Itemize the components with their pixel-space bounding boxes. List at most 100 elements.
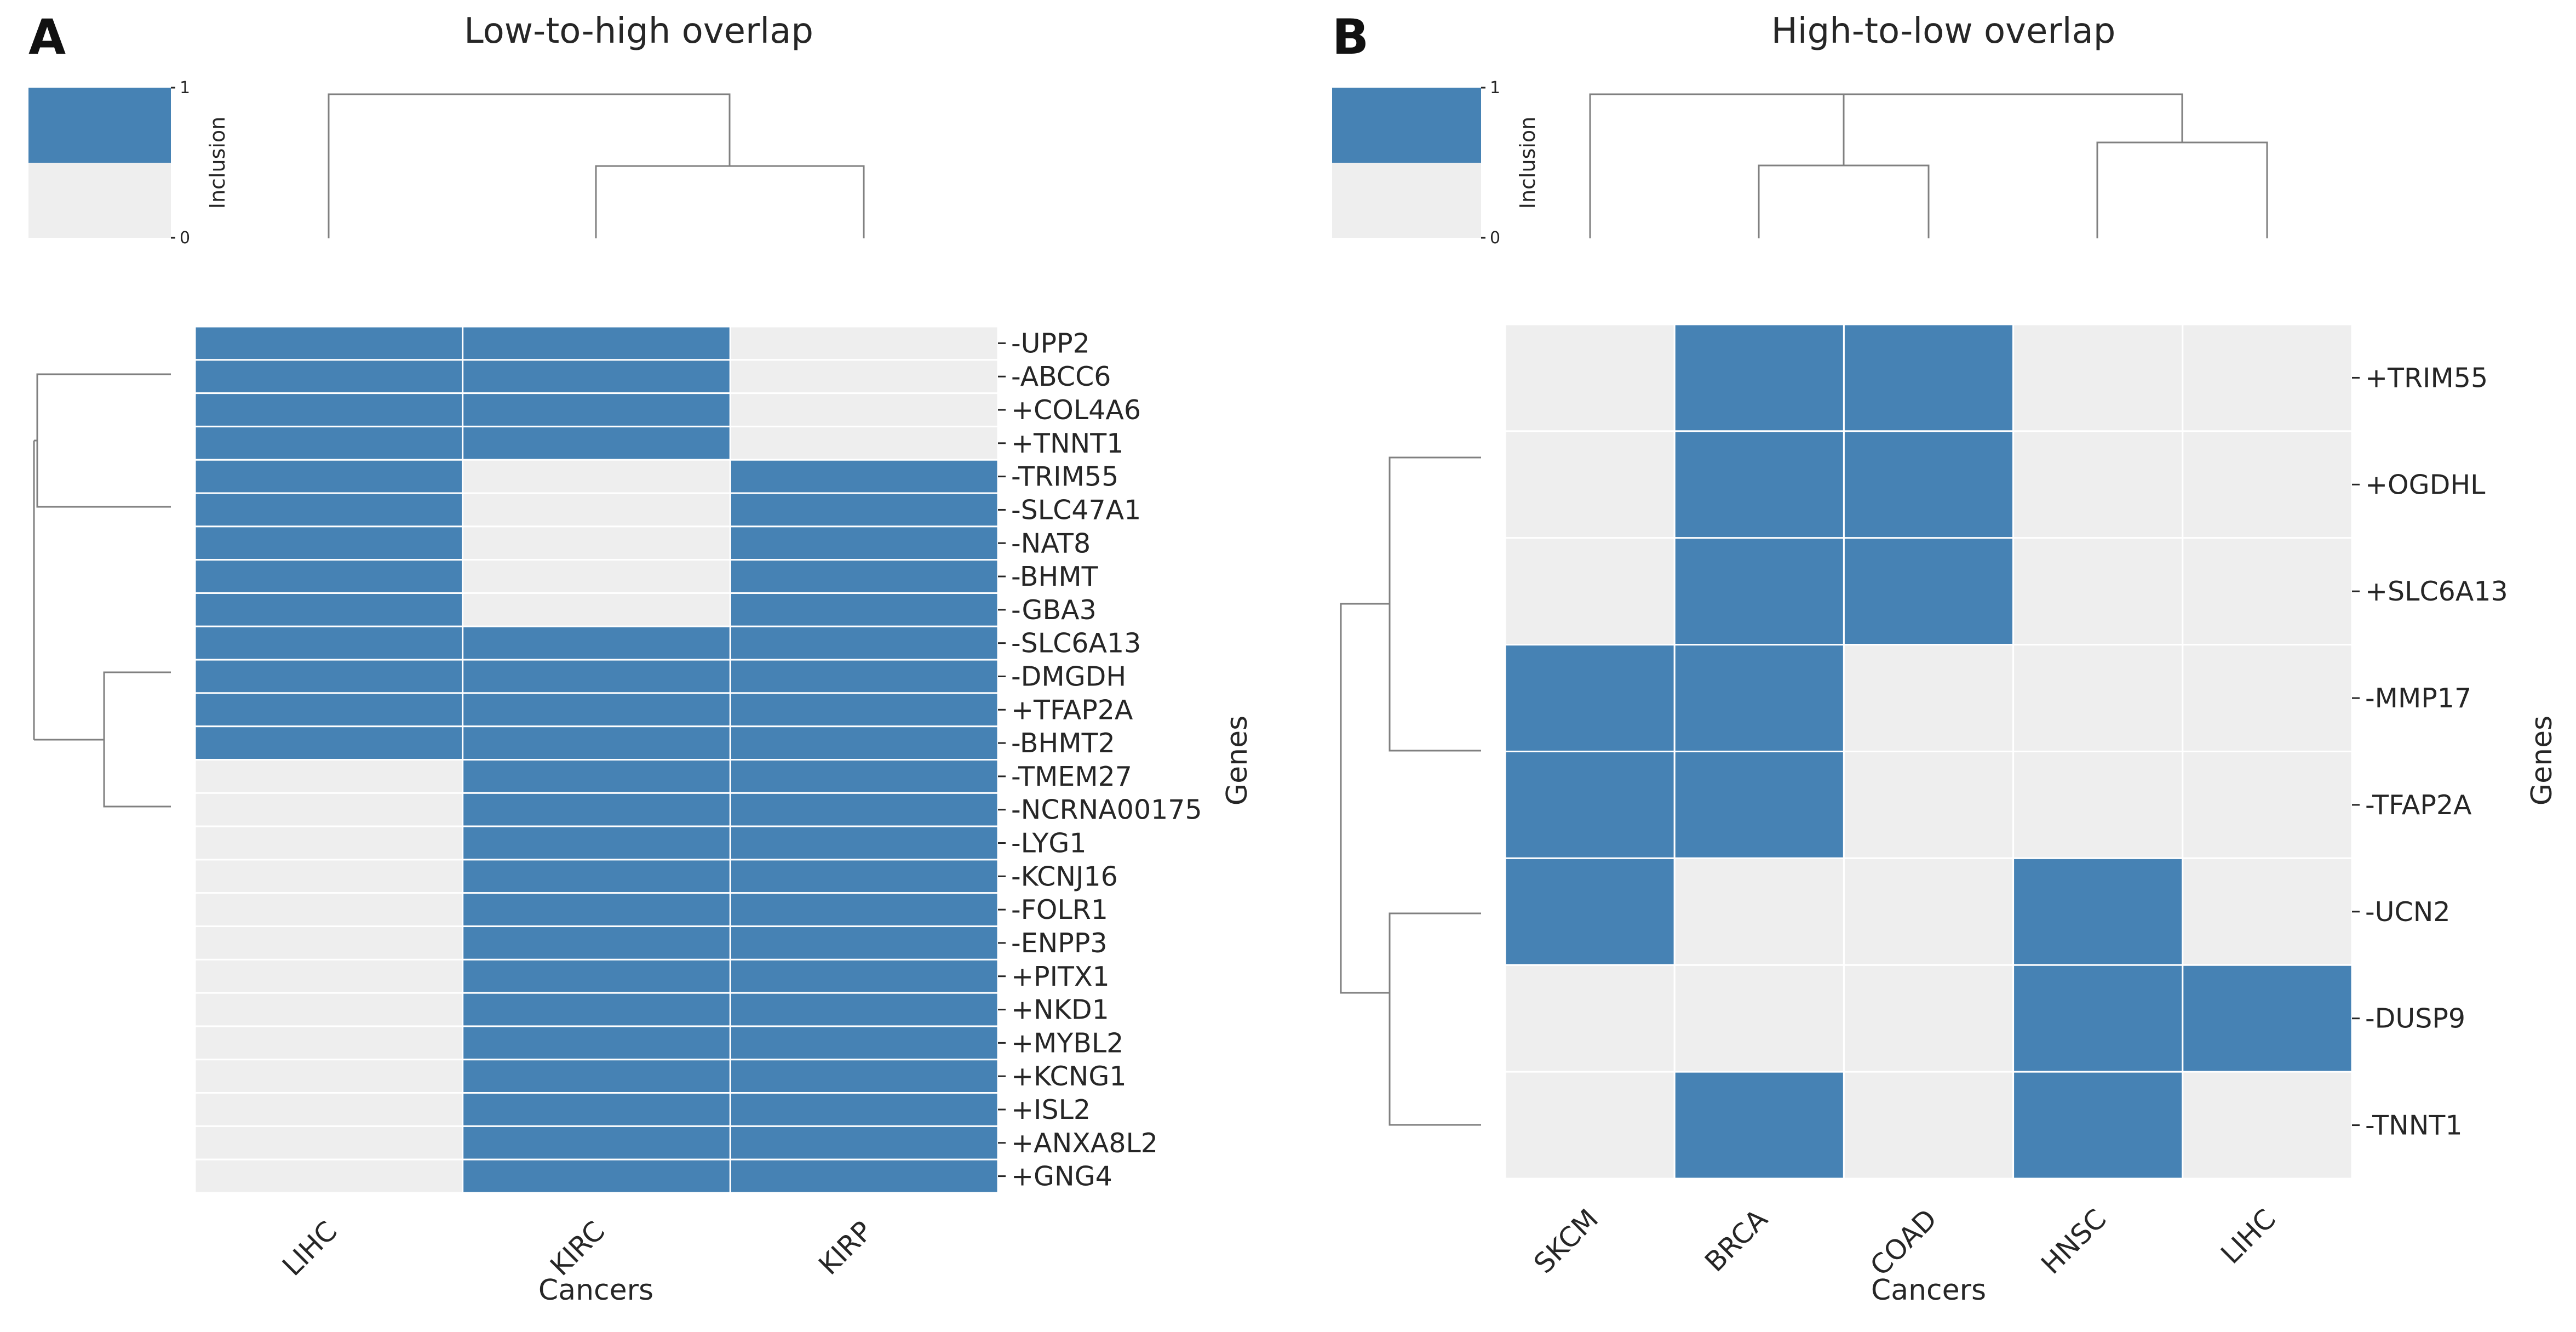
heatmap-cell: [194, 892, 464, 928]
heatmap-cell: [1504, 430, 1676, 539]
heatmap-cell: [194, 592, 464, 627]
gene-label: -LYG1: [1011, 828, 1087, 859]
cancer-label: SKCM: [1528, 1203, 1604, 1279]
heatmap-cell: [2012, 644, 2184, 752]
heatmap-cell: [462, 958, 731, 994]
heatmap-cell: [462, 892, 731, 928]
heatmap-cell: [194, 359, 464, 395]
heatmap-cell: [2182, 857, 2353, 966]
panel-b-colorbar-excluded-swatch: [1332, 163, 1481, 238]
heatmap-cell: [729, 325, 999, 361]
panel-a-row-dendrogram: [33, 373, 171, 808]
heatmap-cell: [462, 925, 731, 961]
gene-label: -UCN2: [2365, 896, 2451, 928]
heatmap-cell: [194, 692, 464, 728]
heatmap-cell: [2012, 537, 2184, 646]
heatmap-cell: [194, 1092, 464, 1127]
heatmap-cell: [729, 592, 999, 627]
heatmap-cell: [462, 459, 731, 494]
cancer-label: KIRP: [813, 1215, 879, 1281]
heatmap-cell: [729, 559, 999, 594]
heatmap-cell: [1843, 857, 2015, 966]
panel-b-column-dendrogram: [1589, 93, 2268, 238]
heatmap-cell: [1843, 964, 2015, 1073]
heatmap-cell: [2182, 751, 2353, 859]
heatmap-cell: [462, 359, 731, 395]
heatmap-cell: [194, 958, 464, 994]
panel-a-colorbar-tick-label-0: 0: [180, 228, 190, 248]
panel-a-column-dendrogram: [328, 93, 865, 238]
heatmap-cell: [194, 992, 464, 1027]
heatmap-cell: [462, 859, 731, 894]
heatmap-cell: [2012, 323, 2184, 432]
gene-label: -NCRNA00175: [1011, 794, 1202, 826]
heatmap-cell: [1504, 644, 1676, 752]
heatmap-cell: [1673, 857, 1845, 966]
heatmap-cell: [462, 392, 731, 427]
heatmap-cell: [729, 958, 999, 994]
heatmap-cell: [462, 825, 731, 861]
heatmap-cell: [462, 759, 731, 794]
cancer-label: COAD: [1864, 1203, 1943, 1282]
heatmap-cell: [729, 1059, 999, 1094]
heatmap-cell: [194, 659, 464, 694]
heatmap-cell: [729, 692, 999, 728]
heatmap-cell: [462, 525, 731, 561]
panel-b-colorbar-tick-label-0: 0: [1490, 228, 1500, 248]
cancer-label: KIRC: [544, 1215, 611, 1282]
heatmap-cell: [1504, 857, 1676, 966]
heatmap-cell: [729, 892, 999, 928]
heatmap-cell: [462, 425, 731, 461]
gene-label: -TMEM27: [1011, 761, 1132, 792]
panel-a-colorbar-included-swatch: [28, 88, 171, 163]
heatmap-cell: [729, 492, 999, 528]
panel-b-colorbar-label: Inclusion: [1516, 117, 1540, 209]
heatmap-cell: [1504, 537, 1676, 646]
heatmap-cell: [194, 1025, 464, 1061]
heatmap-cell: [194, 792, 464, 827]
heatmap-cell: [1843, 751, 2015, 859]
gene-label: -DUSP9: [2365, 1003, 2465, 1034]
heatmap-cell: [2012, 857, 2184, 966]
heatmap-cell: [194, 459, 464, 494]
panel-b-colorbar-tick-label-1: 1: [1490, 78, 1500, 98]
panel-a-colorbar-tick-label-1: 1: [180, 78, 190, 98]
gene-label: +TRIM55: [2365, 362, 2488, 393]
gene-label: -GBA3: [1011, 594, 1097, 626]
gene-label: +MYBL2: [1011, 1027, 1123, 1059]
heatmap-cell: [462, 692, 731, 728]
cancer-label: BRCA: [1699, 1203, 1774, 1278]
heatmap-cell: [1673, 1071, 1845, 1180]
gene-label: -SLC47A1: [1011, 494, 1141, 525]
heatmap-cell: [462, 1092, 731, 1127]
panel-a-colorbar-excluded-swatch: [28, 163, 171, 238]
gene-label: -BHMT2: [1011, 728, 1115, 759]
heatmap-cell: [194, 425, 464, 461]
heatmap-cell: [729, 792, 999, 827]
heatmap-cell: [729, 1125, 999, 1161]
gene-label: +ISL2: [1011, 1094, 1091, 1125]
gene-label: -ENPP3: [1011, 928, 1108, 959]
panel-a-colorbar: 1 0 Inclusion: [28, 78, 230, 248]
gene-label: +NKD1: [1011, 994, 1109, 1026]
heatmap-cell: [1843, 644, 2015, 752]
heatmap-cell: [1843, 323, 2015, 432]
heatmap-cell: [194, 492, 464, 528]
heatmap-cell: [1673, 644, 1845, 752]
panel-a-cancer-labels: LIHC KIRC KIRP: [276, 1215, 879, 1282]
heatmap-cell: [1673, 964, 1845, 1073]
heatmap-cell: [2012, 964, 2184, 1073]
cancer-label: LIHC: [276, 1215, 343, 1282]
heatmap-cell: [729, 359, 999, 395]
heatmap-cell: [729, 925, 999, 961]
heatmap-cell: [194, 925, 464, 961]
gene-label: -ABCC6: [1011, 361, 1111, 392]
panel-b-title: High-to-low overlap: [1771, 11, 2116, 52]
heatmap-cell: [194, 725, 464, 761]
gene-label: -SLC6A13: [1011, 628, 1141, 659]
heatmap-cell: [729, 992, 999, 1027]
cancer-label: LIHC: [2214, 1203, 2281, 1270]
panel-b-ylabel: Genes: [2526, 716, 2558, 805]
heatmap-cell: [729, 425, 999, 461]
